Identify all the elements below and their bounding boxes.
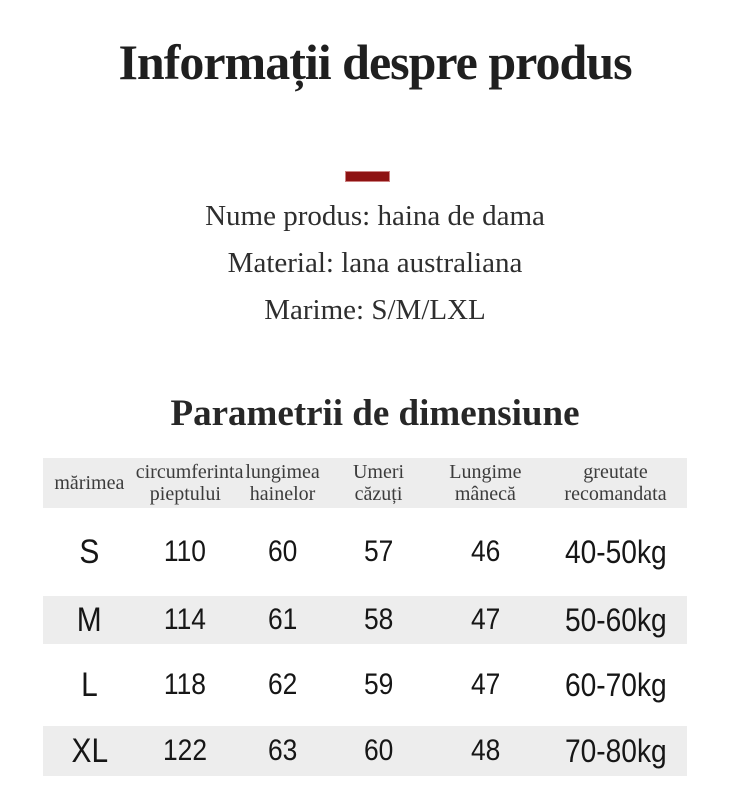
cell-chest-circumference: 114 bbox=[164, 603, 207, 636]
title-divider-bar bbox=[345, 171, 390, 182]
product-details: Nume produs: haina de dama Material: lan… bbox=[0, 193, 750, 334]
table-row-m: M 114 61 58 47 50-60kg bbox=[43, 596, 687, 644]
size-table: mărimea circumferinta pieptului lungimea… bbox=[43, 458, 687, 776]
table-row-xl: XL 122 63 60 48 70-80kg bbox=[43, 726, 687, 776]
cell-chest-circumference: 118 bbox=[164, 668, 207, 701]
cell-recommended-weight: 60-70kg bbox=[564, 666, 667, 703]
cell-chest-circumference: 122 bbox=[163, 734, 208, 767]
product-material-line: Material: lana australiana bbox=[227, 247, 523, 279]
cell-garment-length: 62 bbox=[267, 668, 298, 701]
cell-recommended-weight: 70-80kg bbox=[564, 732, 667, 769]
cell-sleeve-length: 48 bbox=[470, 734, 501, 767]
cell-garment-length: 63 bbox=[267, 734, 298, 767]
size-table-container: mărimea circumferinta pieptului lungimea… bbox=[43, 458, 687, 776]
table-header-row: mărimea circumferinta pieptului lungimea… bbox=[43, 458, 687, 508]
col-header-sleeve-length: Lungime mânecă bbox=[449, 461, 522, 505]
cell-dropped-shoulders: 57 bbox=[363, 535, 394, 568]
cell-garment-length: 60 bbox=[267, 535, 298, 568]
size-table-title: Parametrii de dimensiune bbox=[170, 393, 580, 434]
product-size-line: Marime: S/M/LXL bbox=[264, 294, 486, 326]
cell-dropped-shoulders: 58 bbox=[363, 603, 394, 636]
cell-dropped-shoulders: 60 bbox=[363, 734, 394, 767]
product-name-line: Nume produs: haina de dama bbox=[205, 200, 545, 232]
page-title: Informații despre produs bbox=[118, 34, 632, 90]
table-row-s: S 110 60 57 46 40-50kg bbox=[43, 508, 687, 596]
cell-chest-circumference: 110 bbox=[164, 535, 207, 568]
cell-size: XL bbox=[71, 731, 108, 770]
cell-dropped-shoulders: 59 bbox=[363, 668, 394, 701]
cell-sleeve-length: 47 bbox=[470, 668, 501, 701]
table-row-l: L 118 62 59 47 60-70kg bbox=[43, 644, 687, 726]
col-header-size: mărimea bbox=[54, 472, 125, 494]
col-header-recommended-weight: greutate recomandata bbox=[564, 461, 667, 505]
col-header-dropped-shoulders: Umeri căzuți bbox=[352, 461, 405, 505]
cell-size: L bbox=[81, 665, 98, 704]
col-header-garment-length: lungimea hainelor bbox=[245, 461, 320, 505]
cell-size: S bbox=[79, 532, 100, 571]
cell-recommended-weight: 50-60kg bbox=[564, 601, 667, 638]
cell-sleeve-length: 47 bbox=[470, 603, 501, 636]
cell-garment-length: 61 bbox=[267, 603, 298, 636]
cell-size: M bbox=[76, 600, 102, 639]
cell-recommended-weight: 40-50kg bbox=[564, 533, 667, 570]
col-header-chest-circumference: circumferinta pieptului bbox=[135, 461, 244, 505]
cell-sleeve-length: 46 bbox=[470, 535, 501, 568]
